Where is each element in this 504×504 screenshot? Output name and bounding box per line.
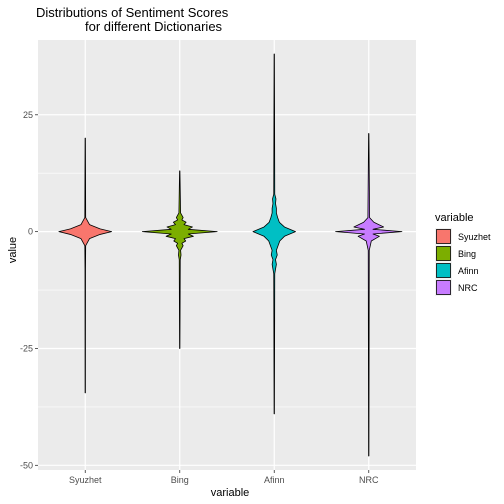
legend-title: variable — [435, 212, 474, 224]
plot-panel — [38, 40, 416, 470]
legend: variable Syuzhet Bing Afinn NRC — [435, 212, 491, 296]
legend-key-nrc — [436, 280, 451, 295]
legend-key-syuzhet — [436, 229, 451, 244]
y-tick-label: -50 — [20, 460, 33, 470]
violin-afinn — [252, 53, 296, 415]
legend-items: Syuzhet Bing Afinn NRC — [435, 228, 491, 296]
y-axis-title: value — [7, 237, 19, 263]
x-tick-label: Afinn — [264, 475, 285, 485]
legend-label: Syuzhet — [458, 232, 491, 242]
legend-label: Bing — [458, 249, 476, 259]
violin-syuzhet — [58, 137, 113, 394]
x-tick-label: NRC — [359, 475, 379, 485]
y-axis-ticks: 25 0 -25 -50 — [20, 110, 38, 470]
legend-label: NRC — [458, 283, 478, 293]
chart-title-line2: for different Dictionaries — [85, 19, 223, 34]
x-axis-title: variable — [211, 487, 250, 499]
y-tick-label: -25 — [20, 343, 33, 353]
x-tick-label: Syuzhet — [69, 475, 102, 485]
violin-nrc — [335, 133, 403, 457]
x-tick-label: Bing — [171, 475, 189, 485]
legend-label: Afinn — [458, 266, 479, 276]
violin-bing — [141, 170, 218, 349]
x-axis-ticks: Syuzhet Bing Afinn NRC — [69, 470, 379, 485]
legend-key-afinn — [436, 263, 451, 278]
chart-title-line1: Distributions of Sentiment Scores — [36, 5, 229, 20]
y-tick-label: 0 — [28, 227, 33, 237]
y-tick-label: 25 — [23, 110, 33, 120]
violins — [58, 53, 403, 457]
legend-key-bing — [436, 246, 451, 261]
